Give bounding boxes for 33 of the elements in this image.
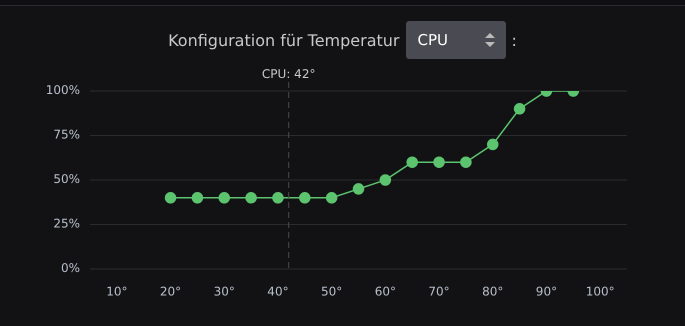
point [406,156,418,168]
point [380,174,392,186]
x-tick-label: 80° [482,284,504,298]
x-tick-label: 100° [586,284,615,298]
point [514,103,526,115]
point [352,183,364,195]
x-tick-label: 70° [428,284,450,298]
point [433,156,445,168]
point [192,192,204,204]
chart-title: Konfiguration für Temperatur [168,30,400,50]
ref-line-label: CPU: 42° [262,67,316,81]
x-tick-label: 10° [106,284,128,298]
point [164,192,176,204]
point [460,156,472,168]
point [326,192,338,204]
point [218,192,230,204]
dropdown: CPU [406,21,506,59]
point [299,192,311,204]
y-tick-label: 100% [46,83,80,98]
y-tick-label: 25% [53,216,80,231]
point [245,192,257,204]
text: : [512,30,517,50]
x-tick-label: 40° [267,284,289,298]
y-tick-label: 75% [53,128,80,142]
point [272,192,284,204]
x-tick-label: 90° [536,284,558,298]
y-tick-label: 50% [53,172,80,186]
x-tick-label: 50° [321,284,342,298]
x-tick-label: 60° [374,284,396,298]
x-tick-label: 20° [160,284,182,298]
y-tick-label: 0% [60,261,80,276]
point [487,138,498,150]
x-tick-label: 30° [214,284,235,298]
